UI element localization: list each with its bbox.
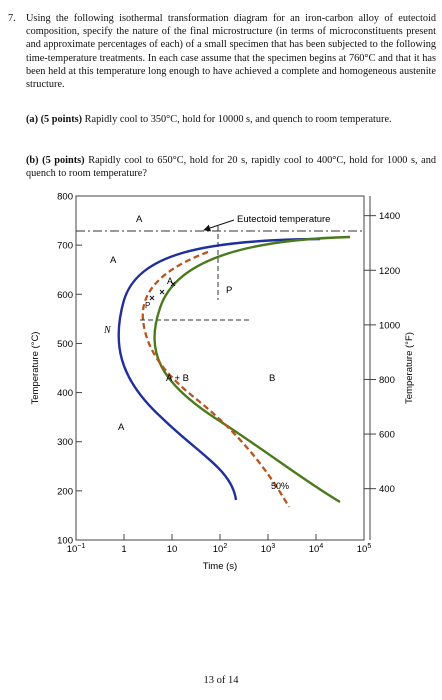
x-tick-label: 105	[357, 543, 372, 555]
part-b-text: Rapidly cool to 650°C, hold for 20 s, ra…	[26, 155, 437, 180]
x-axis-label: Time (s)	[203, 561, 237, 572]
label-austenite-left: A	[110, 255, 117, 266]
x-tick-exponent: 2	[223, 543, 227, 550]
plot-frame	[75, 195, 365, 541]
left-tick-label: 800	[57, 192, 73, 203]
left-tick-label: 200	[57, 486, 73, 497]
x-tick-label: 10	[167, 544, 178, 555]
left-tick-label: 100	[57, 536, 73, 547]
page-footer: 13 of 14	[203, 675, 239, 686]
right-tick-label: 600	[379, 430, 395, 441]
right-tick-label: 1200	[379, 266, 400, 277]
left-tick-label: 700	[57, 241, 73, 252]
x-axis-ticks: 10−1 1 10 102 103 104 105	[67, 534, 372, 555]
right-tick-label: 800	[379, 375, 395, 386]
part-a: (a) (5 points) Rapidly cool to 350°C, ho…	[26, 113, 436, 126]
x-tick-label: 10−1	[67, 543, 86, 555]
fifty-percent-curve	[141, 250, 290, 508]
start-curve	[117, 237, 321, 501]
label-austenite-top: A	[136, 214, 143, 225]
finish-curve	[153, 235, 351, 504]
eutectoid-label: Eutectoid temperature	[237, 214, 330, 225]
label-a-on-curve: A	[167, 276, 173, 286]
question-7: 7. Using the following isothermal transf…	[8, 12, 436, 91]
label-pearlite: P	[226, 285, 232, 296]
left-axis-ticks: 800 700 600 500 400 300 200 100	[57, 192, 82, 547]
right-axis-ticks: 1400 1200 1000 800 600 400	[364, 211, 400, 495]
x-tick-label: 1	[121, 544, 126, 555]
right-tick-label: 1400	[379, 211, 400, 222]
label-bainite: B	[269, 373, 275, 384]
question-text: Using the following isothermal transform…	[26, 13, 436, 91]
label-austenite-lower: A	[118, 422, 125, 433]
x-tick-exponent: 4	[319, 543, 323, 550]
left-tick-label: 400	[57, 388, 73, 399]
eutectoid-arrow	[203, 219, 235, 232]
y-axis-right-label: Temperature (°F)	[404, 332, 415, 404]
part-b: (b) (5 points) Rapidly cool to 650°C, ho…	[26, 154, 436, 180]
label-n: N	[103, 325, 112, 336]
left-tick-label: 500	[57, 339, 73, 350]
right-tick-label: 400	[379, 484, 395, 495]
x-tick-label: 104	[309, 543, 324, 555]
x-tick-exponent: −1	[77, 543, 85, 550]
x-tick-label: 103	[261, 543, 276, 555]
question-number: 7.	[8, 13, 16, 24]
x-tick-exponent: 5	[367, 543, 371, 550]
curve-markers	[149, 281, 176, 301]
label-a-plus-b: A + B	[166, 373, 189, 384]
part-a-label: (a) (5 points)	[26, 114, 83, 125]
right-tick-label: 1000	[379, 320, 400, 331]
left-tick-label: 300	[57, 437, 73, 448]
x-tick-exponent: 3	[271, 543, 275, 550]
y-axis-left-label: Temperature (°C)	[30, 332, 41, 405]
label-fifty-percent: 50%	[271, 481, 289, 491]
x-tick-label: 102	[213, 543, 228, 555]
left-tick-label: 600	[57, 290, 73, 301]
eutectoid-label-bg	[236, 212, 338, 225]
label-p-small: P	[145, 301, 150, 310]
part-b-label: (b) (5 points)	[26, 155, 85, 166]
part-a-text: Rapidly cool to 350°C, hold for 10000 s,…	[84, 114, 392, 125]
